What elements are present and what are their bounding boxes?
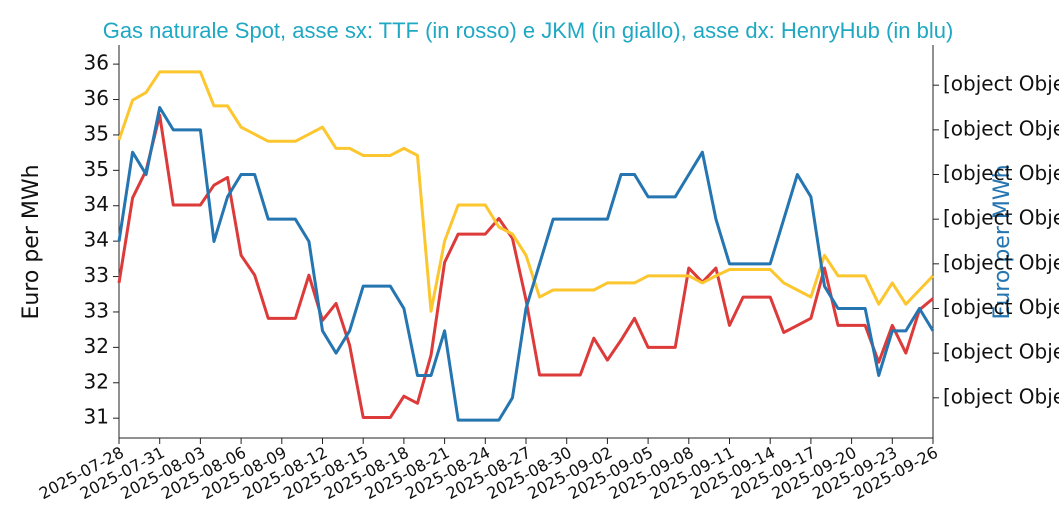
y-tick-label: 33 (84, 263, 109, 287)
y-tick-label: 34 (84, 228, 109, 252)
y-axis-label: Euro per MWh (19, 164, 44, 319)
y-tick-label: 31 (84, 405, 109, 429)
y2-tick-label: [object Object] (943, 340, 1059, 364)
y-tick-label: 35 (84, 121, 109, 145)
y-tick-label: 36 (84, 51, 109, 75)
y-tick-label: 35 (84, 157, 109, 181)
y-tick-label: 33 (84, 298, 109, 322)
y2-tick-label: [object Object] (943, 206, 1059, 230)
series-line (117, 70, 935, 313)
y2-tick-label: [object Object] (943, 161, 1059, 185)
y2-tick-label: [object Object] (943, 295, 1059, 319)
y-tick-label: 32 (84, 369, 109, 393)
y2-tick-label: [object Object] (943, 384, 1059, 408)
series-line (117, 106, 935, 422)
chart-title: Gas naturale Spot, asse sx: TTF (in ross… (103, 18, 954, 43)
y2-tick-label: [object Object] (943, 72, 1059, 96)
y-tick-label: 34 (84, 192, 109, 216)
y-tick-label: 32 (84, 334, 109, 358)
y2-axis-label: Euro per MWh (990, 164, 1015, 319)
y-tick-label: 36 (84, 86, 109, 110)
y2-tick-label: [object Object] (943, 116, 1059, 140)
y2-tick-label: [object Object] (943, 250, 1059, 274)
series-line (117, 113, 934, 419)
